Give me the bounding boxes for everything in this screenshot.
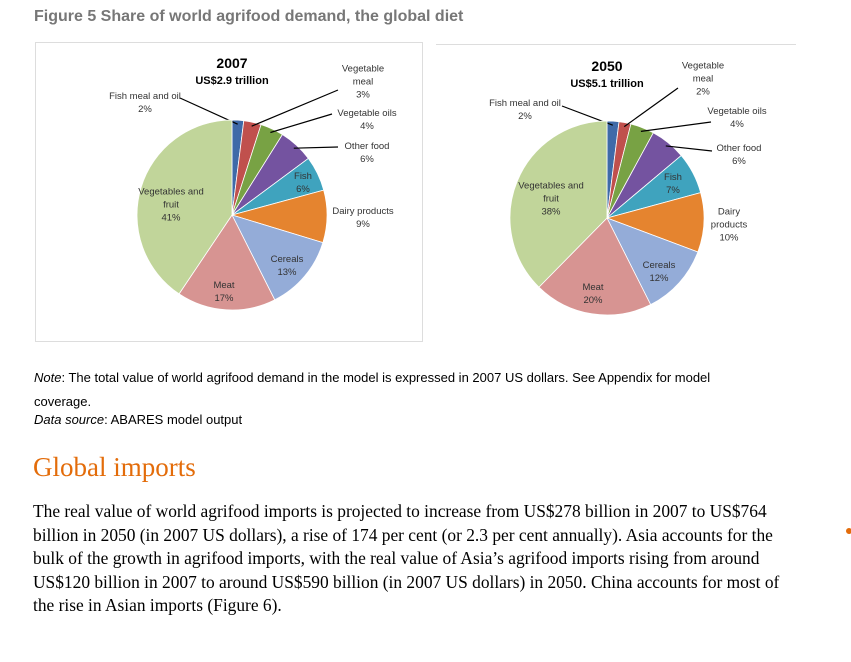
slice-value-label: 4% xyxy=(360,121,374,132)
slice-label: Cereals 13% xyxy=(262,253,312,279)
chart-title: 2050 xyxy=(591,58,623,74)
slice-category: Fish meal and oil xyxy=(489,98,561,109)
slice-category: Fish meal and oil xyxy=(109,91,181,102)
slice-label: Other food 6% xyxy=(337,140,397,166)
note-text: : The total value of world agrifood dema… xyxy=(34,370,711,409)
slice-value-label: 6% xyxy=(360,154,374,165)
slice-category: Other food xyxy=(344,141,390,152)
slice-category: Vegetable oils xyxy=(707,106,767,117)
slice-value-label: 12% xyxy=(649,273,669,284)
source-label: Data source xyxy=(34,412,105,427)
slice-label: Cereals 12% xyxy=(634,259,684,285)
slice-category: Dairy products xyxy=(332,206,394,217)
slice-value-label: 7% xyxy=(666,185,680,196)
slice-value-label: 2% xyxy=(138,104,152,115)
leader-line xyxy=(665,145,713,152)
slice-category: Dairy products xyxy=(710,206,748,231)
figure-title: Figure 5 Share of world agrifood demand,… xyxy=(34,8,464,25)
slice-label: Vegetable meal 2% xyxy=(673,60,733,99)
chart-title: 2007 xyxy=(216,55,248,71)
slice-label: Meat 20% xyxy=(573,281,613,307)
slice-label: Dairy products 10% xyxy=(699,206,759,245)
slice-category: Vegetable oils xyxy=(337,108,397,119)
slice-value-label: 4% xyxy=(730,119,744,130)
slice-label: Fish meal and oil 2% xyxy=(485,97,565,123)
note: Note: The total value of world agrifood … xyxy=(34,366,734,414)
leader-line xyxy=(640,121,712,132)
chart-frame xyxy=(436,44,796,45)
slice-value-label: 3% xyxy=(356,89,370,101)
slice-label: Meat 17% xyxy=(204,279,244,305)
chart-subtitle: US$5.1 trillion xyxy=(570,78,644,90)
pie-slice xyxy=(231,214,324,301)
slice-label: Vegetables and fruit 41% xyxy=(136,186,206,225)
slice-category: Meat xyxy=(582,282,604,293)
body-text: The real value of world agrifood imports… xyxy=(33,501,780,615)
pie-slice xyxy=(136,119,233,295)
pie-slice xyxy=(538,217,652,316)
note-label: Note xyxy=(34,370,62,385)
slice-category: Fish xyxy=(294,171,312,182)
slice-category: Other food xyxy=(716,143,762,154)
slice-value-label: 10% xyxy=(719,232,739,244)
slice-label: Other food 6% xyxy=(709,142,769,168)
slice-category: Fish xyxy=(664,172,682,183)
slice-label: Dairy products 9% xyxy=(323,205,403,231)
slice-value-label: 2% xyxy=(696,86,710,98)
slice-label: Vegetable meal 3% xyxy=(333,63,393,102)
source-text: : ABARES model output xyxy=(104,412,243,427)
slice-label: Vegetables and fruit 38% xyxy=(516,180,586,219)
pie-slice xyxy=(509,120,608,288)
slice-value-label: 20% xyxy=(583,295,603,306)
leader-line xyxy=(251,89,339,127)
chart-frame xyxy=(35,42,423,342)
pie-slice xyxy=(606,217,699,306)
slice-category: Vegetables and fruit xyxy=(518,180,584,205)
slice-value-label: 41% xyxy=(161,212,181,224)
pie-slice xyxy=(178,214,276,311)
slice-category: Vegetable meal xyxy=(341,63,385,88)
decoration-dot xyxy=(846,528,851,534)
slice-label: Vegetable oils 4% xyxy=(702,105,772,131)
slice-value-label: 17% xyxy=(214,293,234,304)
chart-subtitle: US$2.9 trillion xyxy=(195,75,269,87)
slice-value-label: 6% xyxy=(296,184,310,195)
slice-value-label: 13% xyxy=(277,267,297,278)
slice-label: Fish 7% xyxy=(653,171,693,197)
slice-category: Meat xyxy=(213,280,235,291)
leader-line xyxy=(293,146,339,149)
slice-value-label: 38% xyxy=(541,206,561,218)
slice-category: Vegetables and fruit xyxy=(138,186,204,211)
slice-category: Cereals xyxy=(270,254,304,265)
slice-category: Vegetable meal xyxy=(681,60,725,85)
slice-label: Vegetable oils 4% xyxy=(332,107,402,133)
data-source: Data source: ABARES model output xyxy=(34,412,242,427)
slice-value-label: 2% xyxy=(518,111,532,122)
section-heading: Global imports xyxy=(33,452,196,482)
slice-value-label: 9% xyxy=(356,219,370,230)
slice-label: Fish 6% xyxy=(283,170,323,196)
slice-value-label: 6% xyxy=(732,156,746,167)
slice-label: Fish meal and oil 2% xyxy=(105,90,185,116)
leader-line xyxy=(623,87,679,128)
leader-line xyxy=(270,113,333,134)
slice-category: Cereals xyxy=(642,260,676,271)
